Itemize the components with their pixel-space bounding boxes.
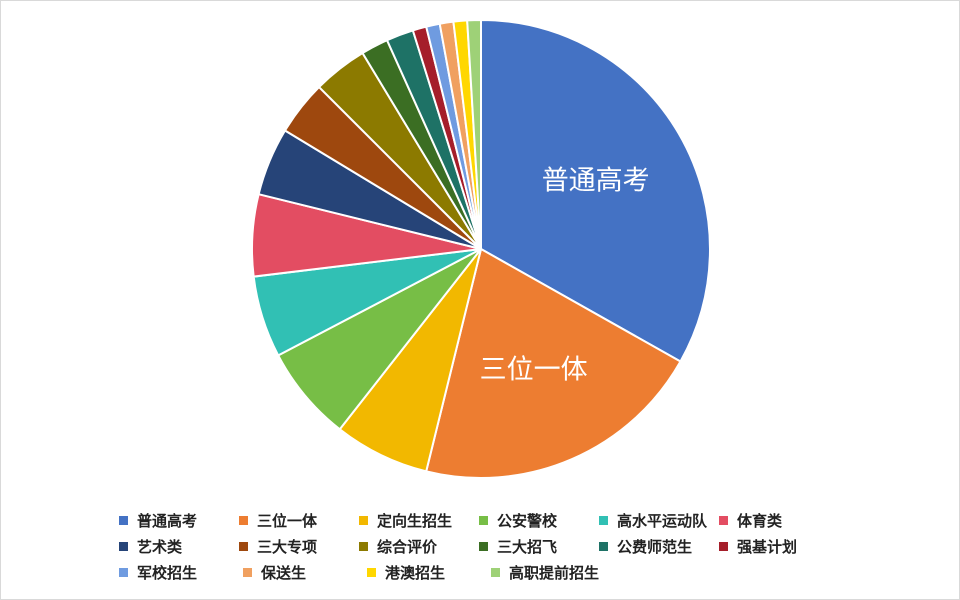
legend-swatch	[491, 567, 500, 577]
legend-label: 港澳招生	[385, 563, 446, 582]
legend-swatch	[479, 515, 488, 525]
legend-item: 公费师范生	[599, 536, 719, 557]
legend-label: 三大招飞	[497, 537, 558, 556]
slice-label-2: 三位一体	[480, 354, 588, 385]
legend-row: 普通高考 三位一体 定向生招生 公安警校 高水平运动队 体育类	[119, 507, 839, 533]
legend-swatch	[479, 541, 488, 551]
legend-item: 高水平运动队	[599, 510, 719, 531]
legend-item: 艺术类	[119, 536, 239, 557]
pie-slice-2	[424, 247, 682, 479]
legend-label: 体育类	[737, 511, 783, 530]
legend-label: 公安警校	[497, 511, 558, 530]
legend-item: 三大专项	[239, 536, 359, 557]
legend-label: 三大专项	[257, 537, 318, 556]
legend-item: 军校招生	[119, 562, 243, 583]
legend-swatch	[119, 515, 128, 525]
legend-item: 体育类	[719, 510, 839, 531]
pie-slice-1	[480, 18, 711, 363]
legend-label: 普通高考	[137, 511, 198, 530]
legend-label: 高水平运动队	[617, 511, 708, 530]
legend: 普通高考 三位一体 定向生招生 公安警校 高水平运动队 体育类艺术类 三大专项 综合评价 三大招…	[119, 507, 839, 585]
legend-row: 军校招生 保送生 港澳招生 高职提前招生	[119, 559, 839, 585]
legend-row: 艺术类 三大专项 综合评价 三大招飞 公费师范生 强基计划	[119, 533, 839, 559]
legend-label: 三位一体	[257, 511, 318, 530]
legend-item: 港澳招生	[367, 562, 491, 583]
legend-swatch	[367, 567, 376, 577]
legend-label: 保送生	[261, 563, 307, 582]
legend-item: 保送生	[243, 562, 367, 583]
legend-label: 高职提前招生	[509, 563, 600, 582]
legend-label: 公费师范生	[617, 537, 693, 556]
legend-label: 定向生招生	[377, 511, 453, 530]
legend-swatch	[599, 515, 608, 525]
legend-item: 公安警校	[479, 510, 599, 531]
legend-swatch	[119, 567, 128, 577]
legend-label: 综合评价	[377, 537, 438, 556]
legend-item: 三大招飞	[479, 536, 599, 557]
legend-item: 普通高考	[119, 510, 239, 531]
legend-label: 艺术类	[137, 537, 183, 556]
legend-swatch	[359, 541, 368, 551]
legend-label: 强基计划	[737, 537, 798, 556]
legend-swatch	[119, 541, 128, 551]
legend-item: 三位一体	[239, 510, 359, 531]
pie-slice-16	[466, 18, 482, 250]
legend-label: 军校招生	[137, 563, 198, 582]
legend-swatch	[239, 541, 248, 551]
legend-item: 定向生招生	[359, 510, 479, 531]
slice-label-1: 普通高考	[542, 166, 650, 197]
legend-swatch	[719, 541, 728, 551]
legend-item: 综合评价	[359, 536, 479, 557]
legend-swatch	[359, 515, 368, 525]
legend-swatch	[239, 515, 248, 525]
legend-item: 强基计划	[719, 536, 839, 557]
legend-swatch	[243, 567, 252, 577]
legend-item: 高职提前招生	[491, 562, 615, 583]
legend-swatch	[719, 515, 728, 525]
legend-swatch	[599, 541, 608, 551]
